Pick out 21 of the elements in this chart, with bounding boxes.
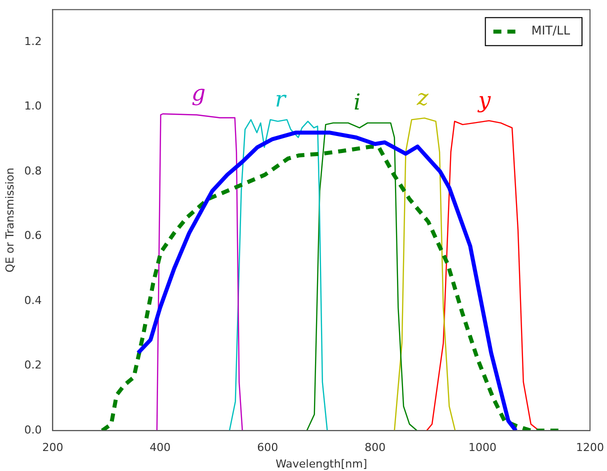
x-tick-label: 1000: [468, 441, 497, 454]
series-label: z: [416, 86, 429, 111]
y-axis-title: QE or Transmission: [3, 168, 16, 273]
y-tick-label: 1.0: [24, 100, 42, 113]
x-axis-title: Wavelength[nm]: [276, 457, 368, 470]
y-tick-label: 0.8: [24, 164, 42, 178]
x-tick-label: 800: [364, 441, 386, 454]
y-tick-label: 0.2: [24, 358, 42, 372]
y-tick-label: 1.2: [24, 34, 42, 48]
x-tick-label: 400: [150, 441, 171, 454]
x-tick-label: 1200: [576, 441, 604, 454]
y-tick-label: 0.6: [24, 229, 42, 242]
x-tick-label: 200: [42, 441, 64, 454]
y-tick-label: 0.0: [24, 423, 42, 436]
y-tick-label: 0.4: [24, 294, 42, 307]
series-label: y: [477, 88, 492, 114]
series-label: r: [274, 87, 287, 112]
x-tick-label: 600: [257, 441, 278, 454]
series-label: g: [192, 82, 206, 107]
legend-label: MIT/LL: [531, 24, 570, 38]
series-label: i: [354, 90, 361, 116]
